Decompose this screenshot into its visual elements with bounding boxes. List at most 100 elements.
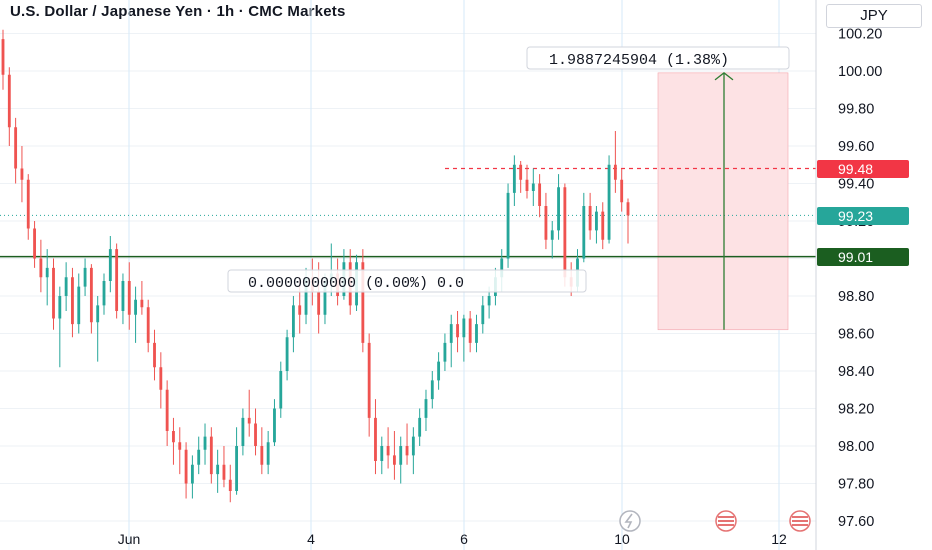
candle-body	[361, 262, 365, 343]
candle-body	[115, 249, 119, 311]
currency-selector[interactable]: JPY	[826, 4, 922, 28]
x-tick-label: 10	[614, 531, 630, 547]
candle-body	[613, 164, 617, 180]
candle-body	[58, 296, 62, 319]
candle-body	[506, 192, 510, 259]
x-tick-label: 6	[460, 531, 468, 547]
candle-body	[607, 164, 611, 240]
candle-body	[500, 258, 504, 278]
candle-body	[260, 446, 264, 465]
candle-body	[127, 281, 131, 315]
candle-body	[418, 417, 422, 437]
us-flag-event-icon[interactable]	[789, 510, 811, 532]
y-tick-label: 100.00	[838, 64, 882, 80]
candle-body	[620, 179, 624, 203]
x-tick-label: 12	[771, 531, 787, 547]
support-badge	[817, 248, 909, 266]
candle-body	[146, 307, 150, 343]
candle-body	[14, 127, 18, 169]
chart-title: U.S. Dollar / Japanese Yen · 1h · CMC Ma…	[10, 3, 346, 20]
candle-body	[443, 342, 447, 362]
resistance-badge	[817, 160, 909, 178]
move-label: 1.9887245904 (1.38%)	[549, 52, 729, 69]
candle-body	[595, 211, 598, 231]
candle-body	[273, 408, 276, 443]
candle-body	[266, 442, 270, 465]
candle-body	[588, 206, 592, 231]
candle-body	[468, 318, 472, 343]
flat-label-box	[227, 269, 587, 293]
candle-body	[456, 324, 459, 338]
move-label-box	[526, 46, 790, 70]
candle-body	[241, 417, 245, 446]
economic-event-icon[interactable]	[619, 510, 641, 532]
candle-body	[392, 455, 396, 465]
candle-body	[374, 417, 377, 461]
candle-body	[52, 267, 55, 319]
candle-body	[197, 449, 201, 465]
candle-body	[291, 305, 295, 338]
candle-body	[317, 292, 321, 315]
candle-body	[209, 436, 213, 475]
candle-body	[544, 206, 548, 240]
candle-body	[190, 464, 194, 484]
candle-body	[411, 436, 415, 456]
candle-body	[89, 267, 93, 323]
candle-body	[367, 342, 371, 418]
candle-body	[140, 299, 144, 308]
candle-body	[71, 277, 74, 325]
candle-body	[563, 187, 567, 278]
y-tick-label: 98.00	[838, 439, 874, 455]
candle-body	[235, 446, 239, 491]
candle-body	[405, 446, 409, 456]
candle-body	[449, 324, 453, 343]
price-axis: 100.20100.0099.8099.6099.4099.2099.0098.…	[838, 27, 882, 531]
candle-body	[550, 230, 554, 240]
candle-body	[178, 442, 182, 450]
y-tick-label: 99.60	[838, 139, 874, 155]
candle-body	[285, 337, 289, 371]
candle-body	[64, 277, 68, 296]
candle-body	[203, 436, 207, 450]
x-tick-label: Jun	[118, 531, 141, 547]
y-tick-label: 97.60	[838, 514, 874, 530]
candle-body	[323, 281, 327, 315]
candle-body	[39, 258, 43, 278]
candle-body	[134, 299, 137, 315]
candle-body	[7, 74, 11, 128]
candle-body	[254, 423, 257, 446]
candle-body	[304, 277, 308, 315]
candle-body	[33, 228, 36, 259]
candle-body	[26, 179, 30, 229]
candle-body	[77, 286, 81, 325]
flat-label: 0.0000000000 (0.00%) 0.0	[248, 275, 464, 292]
target-zone	[657, 72, 789, 331]
candle-body	[626, 202, 630, 216]
candle-body	[102, 281, 106, 306]
us-flag-event-icon[interactable]	[715, 510, 737, 532]
candle-body	[462, 318, 466, 338]
candle-body	[525, 179, 529, 191]
y-tick-label: 98.80	[838, 289, 874, 305]
candle-body	[538, 183, 542, 206]
candle-body	[557, 187, 560, 231]
candle-body	[487, 296, 491, 306]
candle-body	[159, 367, 163, 390]
resistance-price-label: 99.48	[838, 161, 873, 177]
candle-body	[582, 206, 586, 259]
candle-body	[165, 389, 169, 431]
candles	[1, 29, 630, 503]
candle-body	[20, 168, 24, 180]
candle-body	[121, 281, 125, 311]
candle-body	[601, 211, 605, 240]
time-axis: Jun 4 6 10 12	[118, 531, 787, 547]
target-arrow-head	[714, 72, 734, 81]
y-tick-label: 97.80	[838, 477, 874, 493]
candle-body	[475, 324, 478, 343]
y-tick-label: 99.80	[838, 102, 874, 118]
candle-body	[184, 449, 188, 484]
candle-body	[531, 183, 535, 191]
candle-body	[247, 417, 251, 424]
y-tick-label: 98.20	[838, 402, 874, 418]
